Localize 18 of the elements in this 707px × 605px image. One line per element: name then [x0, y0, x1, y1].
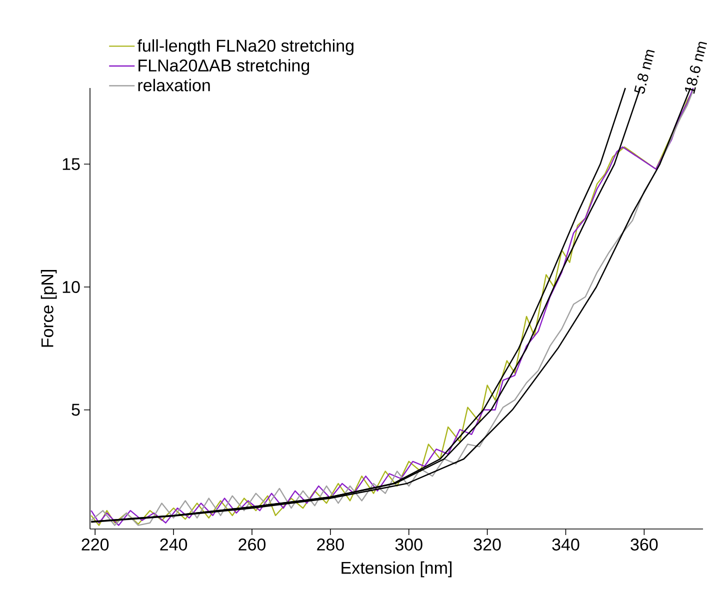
y-axis-title: Force [pN]	[40, 270, 57, 347]
y-tick-label: 10	[62, 280, 80, 294]
legend-label: relaxation	[138, 78, 210, 92]
y-tick-label: 15	[62, 158, 80, 170]
annotation: 5.8 nm	[634, 50, 655, 94]
annotation: 18.6 nm	[685, 42, 707, 94]
x-axis-title: Extension [nm]	[342, 561, 452, 578]
x-tick-label: 280	[317, 538, 344, 551]
x-tick-label: 360	[630, 538, 658, 551]
x-tick-label: 320	[474, 538, 501, 551]
legend-label: FLNa20ΔAB stretching	[138, 59, 310, 75]
y-tick-label: 5	[72, 404, 80, 416]
legend-label: full-length FLNa20 stretching	[137, 39, 354, 56]
x-tick-label: 300	[395, 538, 422, 551]
x-tick-label: 260	[238, 538, 266, 551]
x-tick-label: 340	[552, 538, 580, 551]
x-tick-label: 220	[82, 538, 109, 551]
x-tick-label: 240	[160, 538, 188, 551]
